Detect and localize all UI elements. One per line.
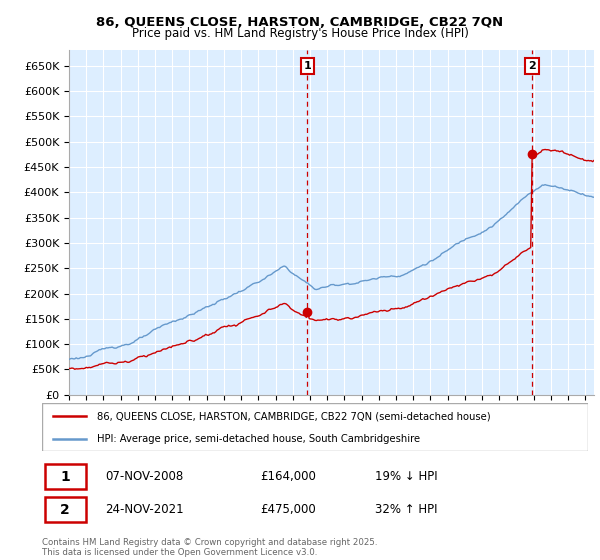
Text: 19% ↓ HPI: 19% ↓ HPI <box>375 470 437 483</box>
Text: 2: 2 <box>528 61 536 71</box>
Text: £164,000: £164,000 <box>260 470 316 483</box>
Text: 07-NOV-2008: 07-NOV-2008 <box>105 470 183 483</box>
Text: Contains HM Land Registry data © Crown copyright and database right 2025.
This d: Contains HM Land Registry data © Crown c… <box>42 538 377 557</box>
Text: 24-NOV-2021: 24-NOV-2021 <box>105 503 184 516</box>
Text: 2: 2 <box>60 503 70 516</box>
FancyBboxPatch shape <box>45 464 86 489</box>
FancyBboxPatch shape <box>45 497 86 522</box>
Text: 1: 1 <box>60 470 70 484</box>
Text: £475,000: £475,000 <box>260 503 316 516</box>
Text: 86, QUEENS CLOSE, HARSTON, CAMBRIDGE, CB22 7QN (semi-detached house): 86, QUEENS CLOSE, HARSTON, CAMBRIDGE, CB… <box>97 411 490 421</box>
Text: 1: 1 <box>304 61 311 71</box>
Text: 32% ↑ HPI: 32% ↑ HPI <box>375 503 437 516</box>
Text: 86, QUEENS CLOSE, HARSTON, CAMBRIDGE, CB22 7QN: 86, QUEENS CLOSE, HARSTON, CAMBRIDGE, CB… <box>97 16 503 29</box>
Text: HPI: Average price, semi-detached house, South Cambridgeshire: HPI: Average price, semi-detached house,… <box>97 434 420 444</box>
FancyBboxPatch shape <box>42 403 588 451</box>
Text: Price paid vs. HM Land Registry's House Price Index (HPI): Price paid vs. HM Land Registry's House … <box>131 27 469 40</box>
